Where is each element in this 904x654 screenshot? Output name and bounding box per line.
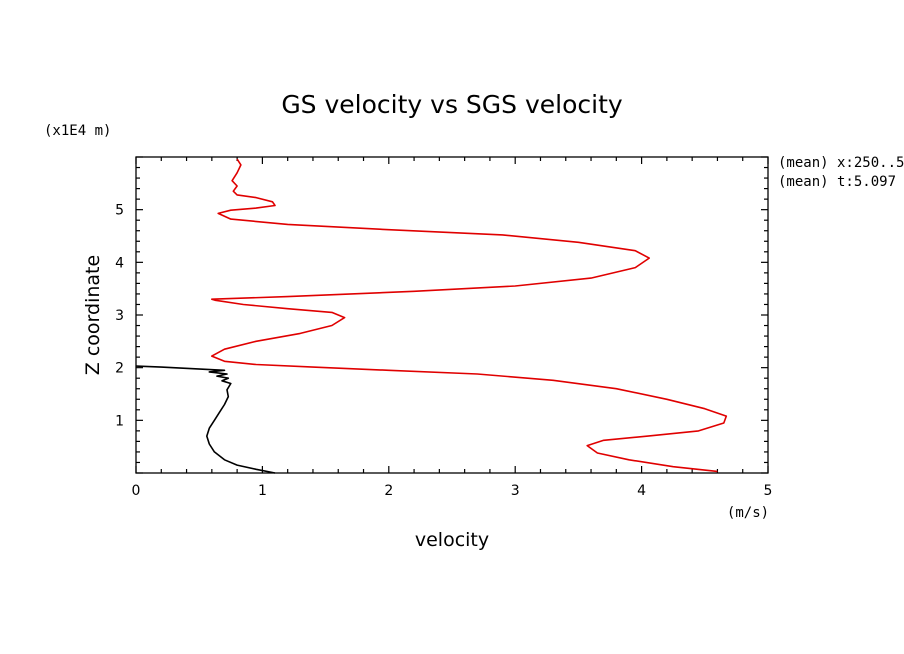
x-axis-label: velocity — [415, 529, 489, 551]
x-tick-labels: 0 1 2 3 4 5 — [132, 483, 773, 499]
y-tick-label: 1 — [115, 413, 124, 429]
x-unit-label: (m/s) — [727, 505, 769, 521]
annotation-text: (mean) x:250..5 — [778, 155, 904, 171]
series-line-2 — [135, 365, 276, 474]
ticks — [135, 156, 769, 474]
y-axis-label: Z coordinate — [82, 255, 104, 375]
series-layer — [135, 158, 728, 474]
series-line-1 — [211, 158, 728, 473]
x-tick-label: 0 — [132, 483, 141, 499]
x-tick-label: 2 — [384, 483, 393, 499]
chart-title: GS velocity vs SGS velocity — [281, 90, 623, 119]
annotation-text: (mean) t:5.097 — [778, 174, 896, 190]
x-tick-label: 1 — [258, 483, 267, 499]
x-tick-label: 4 — [637, 483, 646, 499]
y-tick-label: 5 — [115, 203, 124, 219]
annotations: (mean) x:250..5 (mean) t:5.097 — [778, 155, 904, 190]
y-tick-label: 2 — [115, 361, 124, 377]
y-tick-label: 4 — [115, 255, 124, 271]
x-tick-label: 3 — [511, 483, 520, 499]
y-tick-label: 3 — [115, 308, 124, 324]
y-tick-labels: 1 2 3 4 5 — [115, 203, 124, 430]
x-tick-label: 5 — [764, 483, 773, 499]
plot-frame — [135, 156, 769, 474]
y-unit-label: (x1E4 m) — [44, 123, 111, 139]
